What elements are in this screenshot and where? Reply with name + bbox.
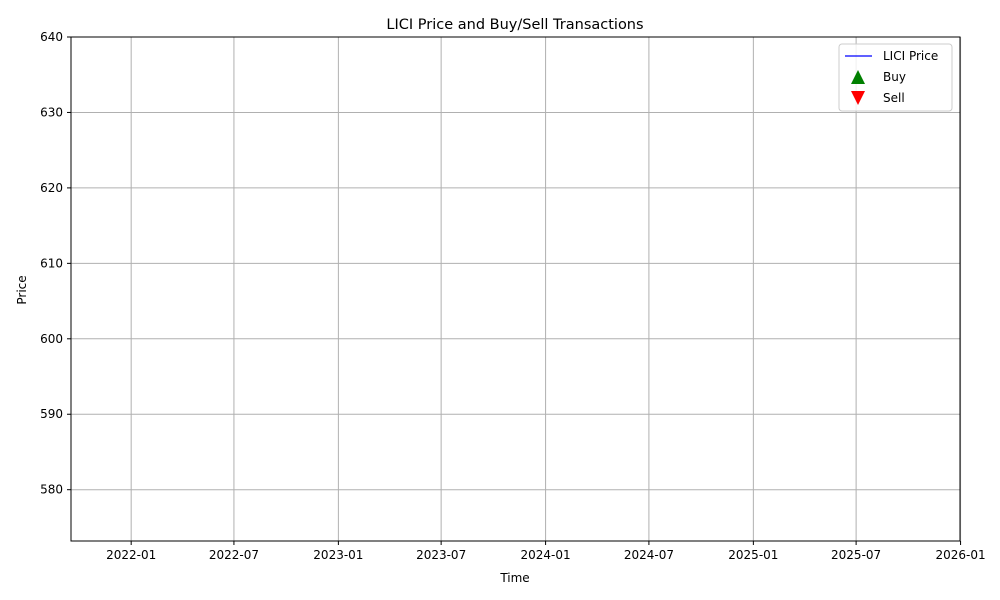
x-tick-label: 2022-01 (106, 548, 156, 562)
axes-frame (70, 36, 961, 542)
x-tick-label: 2024-01 (521, 548, 571, 562)
x-axis: 2022-01 2022-07 2023-01 2023-07 2024-01 2024-… (106, 541, 986, 562)
legend-buy-label: Buy (883, 70, 906, 84)
x-tick-label: 2025-07 (831, 548, 881, 562)
legend-sell-marker-swatch (851, 91, 865, 105)
y-tick-label: 630 (40, 105, 63, 119)
x-tick-label: 2023-07 (416, 548, 466, 562)
chart-title: LICI Price and Buy/Sell Transactions (386, 17, 643, 33)
x-axis-label: Time (499, 571, 529, 585)
legend-sell-label: Sell (883, 91, 905, 105)
grid (71, 36, 962, 541)
x-tick-label: 2026-01 (935, 548, 985, 562)
y-tick-label: 600 (40, 332, 63, 346)
x-tick-label: 2024-07 (624, 548, 674, 562)
y-axis-label: Price (15, 275, 29, 304)
y-tick-label: 620 (40, 181, 63, 195)
legend-box (838, 43, 953, 112)
x-tick-label: 2023-01 (313, 548, 363, 562)
x-tick-label: 2022-07 (209, 548, 259, 562)
y-tick-label: 640 (40, 30, 63, 44)
legend: LICI Price Buy Sell (838, 43, 953, 112)
legend-buy-marker-swatch (851, 70, 865, 84)
x-tick-label: 2025-01 (728, 548, 778, 562)
y-tick-label: 590 (40, 407, 63, 421)
y-tick-label: 580 (40, 483, 63, 497)
y-axis: 580 590 600 610 620 630 640 (40, 30, 71, 497)
legend-lici-price-label: LICI Price (883, 49, 938, 63)
y-tick-label: 610 (40, 256, 63, 270)
